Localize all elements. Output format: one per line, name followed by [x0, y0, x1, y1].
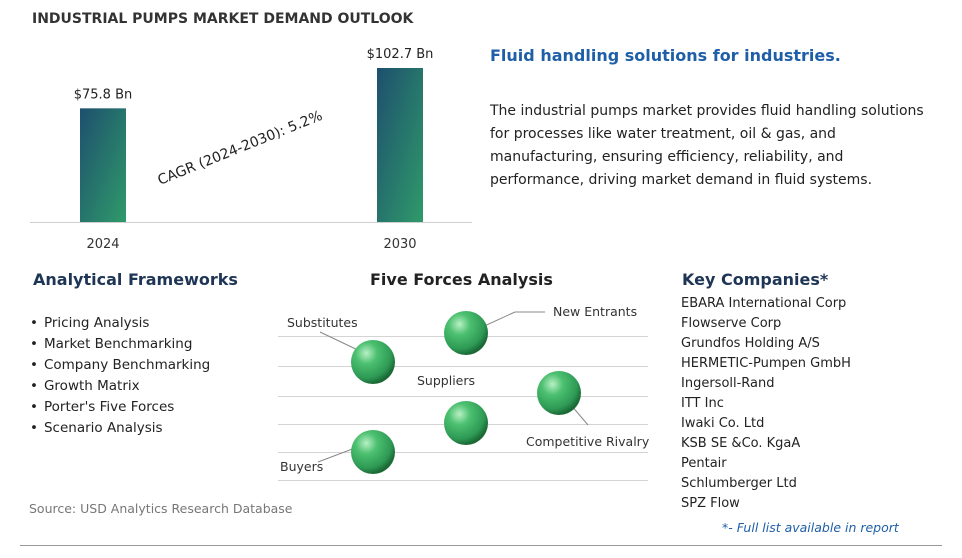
- new-entrants-sphere: [444, 311, 488, 355]
- companies-title: Key Companies*: [682, 270, 829, 289]
- list-item: KSB SE &Co. KgaA: [681, 436, 801, 451]
- five-forces-diagram: Substitutes New Entrants Suppliers Compe…: [278, 304, 650, 481]
- buyers-sphere: [351, 430, 395, 474]
- list-item: Growth Matrix: [30, 376, 210, 397]
- description: The industrial pumps market provides flu…: [490, 103, 924, 188]
- tick-label-2024: 2024: [86, 237, 119, 252]
- force-label-substitutes: Substitutes: [287, 315, 358, 330]
- bar-2030: [377, 68, 423, 222]
- frameworks-list: Pricing Analysis Market Benchmarking Com…: [30, 313, 210, 439]
- data-label-2024: $75.8 Bn: [74, 87, 133, 102]
- list-item: Ingersoll-Rand: [681, 376, 775, 391]
- list-item: Pricing Analysis: [30, 313, 210, 334]
- suppliers-sphere: [444, 401, 488, 445]
- force-label-buyers: Buyers: [280, 459, 323, 474]
- list-item: Scenario Analysis: [30, 418, 210, 439]
- list-item: Grundfos Holding A/S: [681, 336, 820, 351]
- force-label-suppliers: Suppliers: [417, 373, 475, 388]
- companies-footnote: *- Full list available in report: [722, 520, 899, 535]
- headline: Fluid handling solutions for industries.: [490, 46, 841, 65]
- list-item: Market Benchmarking: [30, 334, 210, 355]
- force-label-new-entrants: New Entrants: [553, 304, 637, 319]
- force-label-competitive-rivalry: Competitive Rivalry: [526, 434, 650, 449]
- list-item: Company Benchmarking: [30, 355, 210, 376]
- page-title: INDUSTRIAL PUMPS MARKET DEMAND OUTLOOK: [32, 11, 414, 27]
- tick-label-2030: 2030: [383, 237, 416, 252]
- list-item: Flowserve Corp: [681, 316, 782, 331]
- bar-2024: [80, 108, 126, 222]
- substitutes-sphere: [351, 340, 395, 384]
- list-item: Pentair: [681, 456, 727, 471]
- five-forces-title: Five Forces Analysis: [370, 270, 553, 289]
- list-item: HERMETIC-Pumpen GmbH: [681, 356, 851, 371]
- list-item: SPZ Flow: [681, 496, 740, 511]
- force-grid-lines: [278, 336, 648, 481]
- list-item: EBARA International Corp: [681, 296, 847, 311]
- list-item: ITT Inc: [681, 396, 724, 411]
- competitive-rivalry-sphere: [537, 371, 581, 415]
- list-item: Iwaki Co. Ltd: [681, 416, 765, 431]
- source-note: Source: USD Analytics Research Database: [29, 501, 293, 516]
- bottom-divider: [20, 545, 942, 546]
- data-label-2030: $102.7 Bn: [367, 47, 434, 62]
- companies-list: EBARA International Corp Flowserve Corp …: [681, 294, 851, 514]
- frameworks-title: Analytical Frameworks: [33, 270, 238, 289]
- list-item: Schlumberger Ltd: [681, 476, 797, 491]
- list-item: Porter's Five Forces: [30, 397, 210, 418]
